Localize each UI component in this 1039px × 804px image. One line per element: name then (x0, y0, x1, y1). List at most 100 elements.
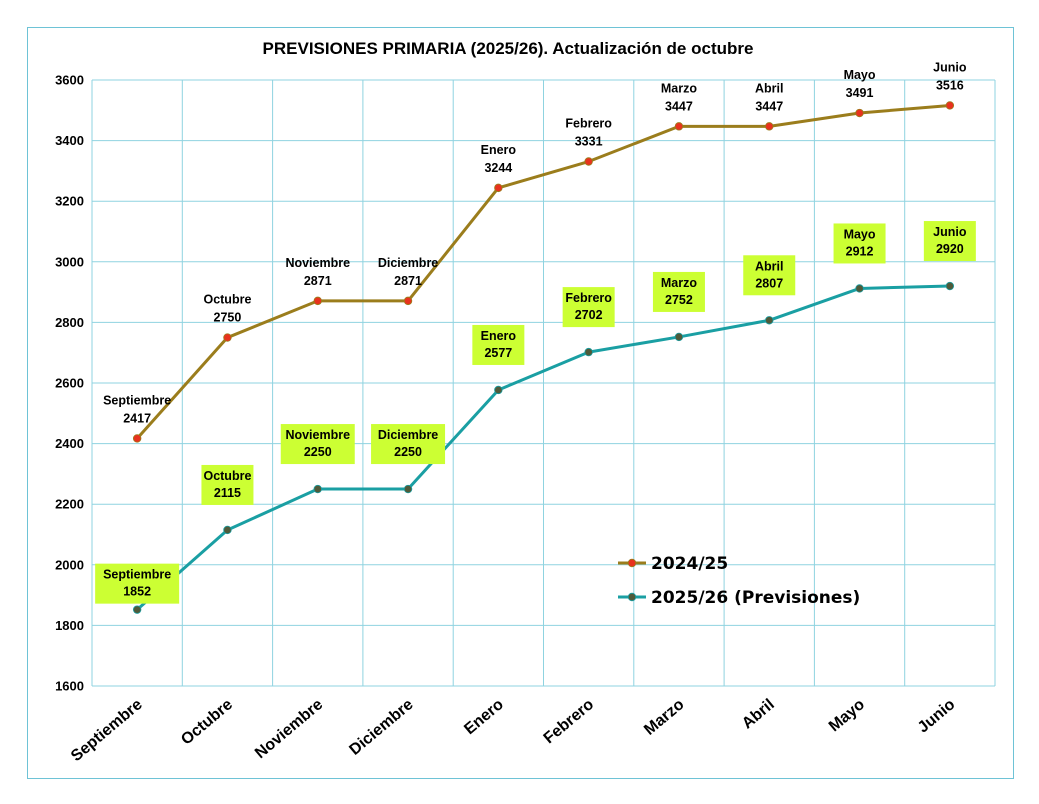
legend-swatch-marker (627, 558, 637, 568)
data-label-category: Abril (755, 81, 783, 95)
data-label-value: 2577 (484, 346, 512, 360)
data-label-value: 2250 (394, 445, 422, 459)
legend: 2024/25 2025/26 (Previsiones) (618, 554, 860, 608)
data-point (584, 157, 593, 166)
data-point (674, 332, 684, 342)
data-point (494, 183, 503, 193)
y-tick-label: 2000 (55, 557, 84, 572)
data-label-value: 2871 (394, 274, 422, 288)
legend-label: 2024/25 (651, 554, 728, 574)
data-label-category: Septiembre (103, 393, 171, 407)
legend-entry: 2025/26 (Previsiones) (618, 588, 860, 608)
series-line-1 (136, 284, 950, 611)
y-axis: 1600 1800 2000 2200 2400 2600 2800 3000 3200 3400… (55, 73, 84, 694)
data-label-value: 2250 (304, 445, 332, 459)
data-label-value: 2115 (214, 486, 241, 500)
data-point (494, 385, 503, 395)
data-label-value: 2920 (936, 242, 964, 256)
data-label-box (95, 563, 180, 604)
data-label: Noviembre 2250 (280, 424, 355, 465)
y-tick-label: 2400 (55, 436, 84, 451)
series-lines (132, 101, 955, 614)
data-point (765, 316, 774, 325)
y-tick-label: 2800 (55, 315, 84, 330)
data-point (313, 296, 322, 306)
data-label-value: 2702 (575, 308, 603, 322)
x-tick-label: Octubre (178, 696, 236, 749)
data-point (223, 333, 232, 342)
data-label-value: 2912 (846, 244, 874, 258)
data-point (945, 281, 955, 291)
legend-label: 2025/26 (Previsiones) (651, 588, 860, 608)
data-label-category: Junio (933, 225, 967, 239)
chart-frame: PREVISIONES PRIMARIA (2025/26). Actualiz… (27, 27, 1014, 779)
data-label: Marzo 2752 (652, 271, 705, 312)
data-label-value: 2750 (214, 311, 242, 325)
data-label-value: 2807 (755, 276, 783, 290)
data-label-category: Febrero (565, 291, 612, 305)
data-label-category: Noviembre (285, 256, 350, 270)
data-label-value: 1852 (123, 585, 151, 599)
data-label-category: Septiembre (103, 568, 171, 582)
data-point (584, 347, 593, 357)
y-tick-label: 3600 (55, 73, 84, 88)
data-label: Mayo 2912 (833, 223, 886, 264)
data-labels: Septiembre2417Octubre2750Noviembre2871Di… (95, 60, 976, 604)
x-tick-label: Abril (739, 696, 778, 732)
data-point (132, 434, 142, 443)
x-axis: Septiembre Octubre Noviembre Diciembre Enero… (68, 696, 959, 765)
data-label-box (371, 424, 446, 465)
data-label-category: Octubre (203, 469, 251, 483)
data-label: Enero 3244 (481, 143, 517, 175)
data-label: Abril 2807 (743, 255, 796, 296)
data-label: Diciembre 2250 (371, 424, 446, 465)
legend-swatch-marker (627, 592, 637, 602)
data-label: Enero 2577 (472, 324, 525, 365)
x-tick-label: Marzo (641, 696, 688, 739)
data-label-category: Enero (481, 329, 517, 343)
data-label-category: Marzo (661, 276, 697, 290)
data-label-category: Marzo (661, 81, 697, 95)
data-label: Abril 3447 (755, 81, 783, 113)
series-line-0 (136, 103, 950, 440)
line-chart: PREVISIONES PRIMARIA (2025/26). Actualiz… (55, 39, 996, 765)
data-point (403, 296, 413, 306)
data-label: Junio 3516 (933, 60, 967, 92)
data-point (855, 284, 864, 293)
data-point (765, 122, 774, 131)
data-label-category: Mayo (844, 68, 876, 82)
data-label-value: 3447 (665, 99, 693, 113)
data-label-category: Noviembre (285, 428, 350, 442)
data-label-box (562, 287, 615, 328)
data-label-box (652, 271, 705, 312)
data-label-category: Diciembre (378, 256, 438, 270)
data-label: Octubre 2750 (203, 293, 251, 325)
data-label-value: 2871 (304, 274, 332, 288)
data-label-value: 3244 (484, 161, 512, 175)
data-label-category: Abril (755, 259, 783, 273)
data-label-category: Febrero (565, 117, 612, 131)
y-tick-label: 3000 (55, 254, 84, 269)
data-point (223, 525, 232, 535)
data-label-box (743, 255, 796, 296)
y-tick-label: 1800 (55, 618, 84, 633)
data-point (313, 484, 322, 494)
y-tick-label: 1600 (55, 679, 84, 694)
data-label-value: 3516 (936, 78, 964, 92)
data-point (674, 122, 684, 131)
data-label-category: Mayo (844, 227, 876, 241)
data-point (403, 484, 413, 494)
data-label-box (833, 223, 886, 264)
data-label: Junio 2920 (923, 221, 976, 262)
data-label: Marzo 3447 (661, 81, 697, 113)
data-label: Febrero 3331 (565, 117, 612, 149)
chart-title: PREVISIONES PRIMARIA (2025/26). Actualiz… (263, 39, 754, 58)
x-tick-label: Febrero (541, 696, 598, 747)
data-label-value: 2752 (665, 293, 693, 307)
data-label-box (280, 424, 355, 465)
data-label-box (472, 324, 525, 365)
x-tick-label: Mayo (826, 696, 868, 735)
data-point (945, 101, 955, 110)
data-label-box (923, 221, 976, 262)
data-point (855, 108, 864, 118)
